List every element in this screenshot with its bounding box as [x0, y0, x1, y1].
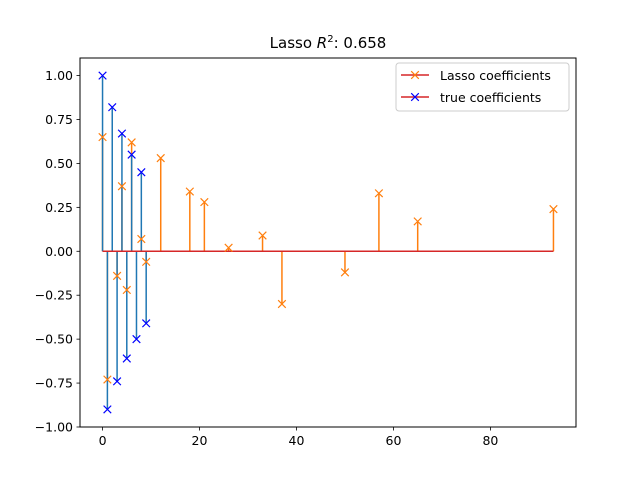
marker-lasso	[258, 231, 267, 240]
legend-entry-lasso: Lasso coefficients	[401, 68, 551, 83]
marker-lasso	[549, 204, 558, 214]
y-tick-label: 0.25	[45, 200, 73, 215]
x-tick-label: 80	[482, 433, 498, 448]
marker-true	[103, 405, 112, 414]
y-tick-label: −0.50	[35, 332, 73, 347]
marker-lasso	[137, 234, 146, 244]
chart-title-italic: R	[317, 34, 327, 52]
x-tick-label: 60	[386, 433, 402, 448]
marker-lasso	[277, 299, 287, 309]
chart-title-superscript: 2	[327, 34, 333, 45]
y-tick-label: 0.50	[45, 156, 73, 171]
marker-lasso	[141, 257, 151, 267]
marker-true	[122, 354, 132, 363]
marker-lasso	[103, 375, 112, 384]
marker-true	[137, 167, 146, 177]
legend-label-lasso: Lasso coefficients	[440, 68, 551, 83]
marker-lasso	[117, 182, 127, 191]
y-tick-label: 1.00	[45, 68, 73, 83]
marker-lasso	[413, 217, 422, 226]
marker-true	[117, 129, 127, 138]
x-tick-label: 20	[192, 433, 208, 448]
y-tick-label: −0.75	[35, 376, 73, 391]
marker-true	[108, 102, 117, 112]
y-tick-label: 0.00	[45, 244, 73, 259]
y-tick-label: −1.00	[35, 420, 73, 435]
y-tick-label: 0.75	[45, 112, 73, 127]
legend: Lasso coefficients true coefficients	[395, 62, 570, 112]
x-tick-label: 0	[99, 433, 107, 448]
marker-lasso	[340, 268, 350, 277]
marker-true	[127, 150, 136, 159]
marker-lasso	[185, 187, 195, 196]
marker-lasso	[374, 189, 384, 198]
marker-lasso	[156, 153, 165, 163]
axes-frame	[79, 57, 577, 428]
marker-true	[141, 319, 151, 328]
markers	[98, 71, 558, 414]
x-axis: 0 20 40 60 80	[99, 427, 498, 448]
legend-entry-true: true coefficients	[401, 90, 541, 105]
marker-lasso	[127, 138, 136, 147]
marker-lasso	[122, 285, 132, 295]
legend-label-true: true coefficients	[440, 90, 541, 105]
marker-true	[112, 377, 122, 386]
marker-true	[132, 334, 141, 344]
marker-lasso	[200, 197, 209, 207]
legend-marker-lasso	[410, 70, 420, 80]
chart-title-prefix: Lasso	[270, 34, 317, 52]
marker-lasso	[98, 132, 107, 142]
chart-title-suffix: : 0.658	[334, 34, 387, 52]
y-axis: −1.00 −0.75 −0.50 −0.25 0.00 0.25 0.50 0.75 1.00	[35, 68, 80, 435]
marker-true	[98, 71, 107, 80]
stems	[101, 75, 555, 410]
x-tick-label: 40	[289, 433, 305, 448]
marker-lasso	[224, 243, 233, 252]
y-tick-label: −0.25	[35, 288, 73, 303]
legend-frame	[395, 62, 570, 112]
chart-title: Lasso R2: 0.658	[270, 34, 387, 52]
legend-marker-true	[410, 92, 420, 102]
marker-lasso	[112, 271, 122, 281]
